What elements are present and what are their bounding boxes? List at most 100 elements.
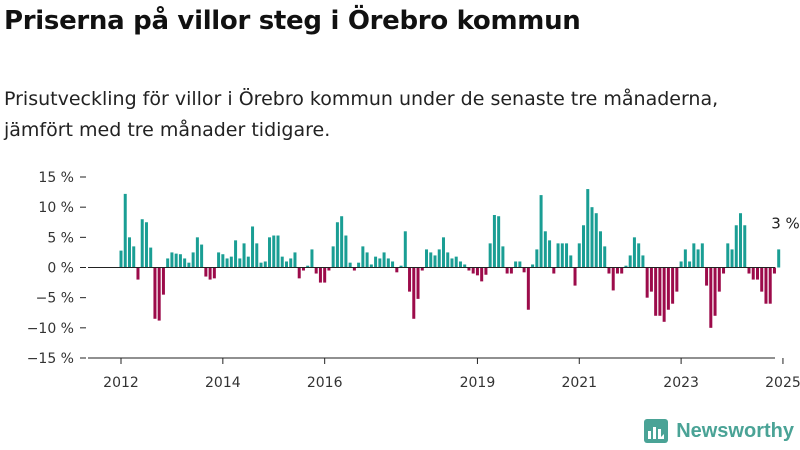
bar [768,267,772,304]
bar [734,225,738,268]
bar [692,243,696,268]
bar [268,237,272,268]
bar [242,243,246,268]
bar [412,267,416,319]
bar [632,237,636,268]
bar [251,226,255,268]
bar [323,267,327,283]
bar [340,216,344,268]
latest-value-annotation: 3 % [771,214,800,232]
bar [463,264,467,268]
bar [191,252,195,268]
bar [675,267,679,292]
bar [522,267,526,273]
bar [611,267,615,291]
bar [475,267,479,276]
bar [713,267,717,316]
bar [755,267,759,280]
bar [514,261,518,268]
bar [722,267,726,274]
bar [624,265,628,268]
bar [144,222,148,268]
bar [170,252,174,268]
bar [212,267,216,279]
bar [344,235,348,268]
x-tick-label: 2019 [460,375,496,391]
bar [161,267,165,295]
bar [136,267,140,280]
bar [195,237,199,268]
bar [488,243,492,268]
bar [548,240,552,268]
bar [284,261,288,268]
bar [229,256,233,268]
bar [560,243,564,268]
bar [183,258,187,268]
bar [586,189,590,268]
bar [654,267,658,316]
bar [297,267,301,279]
bar [433,255,437,268]
bar [497,216,501,268]
bar [683,249,687,268]
bar [365,252,369,268]
bar [276,235,280,268]
bar [743,225,747,268]
bar [726,243,730,268]
bar [204,267,208,277]
bar [446,252,450,268]
bar [395,267,399,273]
newsworthy-brand: Newsworthy [644,418,794,444]
bar [157,267,161,321]
y-axis-ticks: 15 % 10 % 5 % 0 % −5 % −10 % −15 % [27,170,86,367]
bar [306,265,310,268]
y-tick-label: −10 % [27,321,74,337]
bar [378,258,382,268]
price-change-bar-chart: 15 %10 %5 %0 %−5 %−10 %−15 % 2012 2014 201… [27,170,800,391]
bar [573,267,577,286]
bar [590,207,594,268]
bar [480,267,484,282]
x-tick-label: 2012 [103,375,139,391]
bar [450,258,454,268]
bar [526,267,530,310]
bar [717,267,721,292]
bar [357,262,361,268]
bar [509,267,513,274]
bar [777,249,781,268]
bar [598,231,602,268]
bar [259,262,263,268]
x-tick-label: 2016 [307,375,343,391]
y-tick-label: 0 % [47,261,74,277]
bar [425,249,429,268]
bar [645,267,649,298]
bar [318,267,322,283]
chart-subtitle: Prisutveckling för villor i Örebro kommu… [4,88,719,141]
bar [200,244,204,268]
bar [649,267,653,292]
bar [327,267,331,271]
bar [361,246,365,268]
brand-name: Newsworthy [676,419,794,442]
bar [492,215,496,268]
x-tick-label: 2021 [561,375,597,391]
bar [408,267,412,292]
bar [382,252,386,268]
bar [166,258,170,268]
bar [416,267,420,299]
bar [441,237,445,268]
bar [174,253,178,268]
bar [399,265,403,268]
bar [603,246,607,268]
bar [582,225,586,268]
bar [662,267,666,322]
bar [709,267,713,328]
x-tick-label: 2014 [205,375,241,391]
bar [132,246,136,268]
y-tick-label: 5 % [47,230,74,246]
bar [123,193,127,268]
bar [700,243,704,268]
bar [569,255,573,268]
bar [234,240,238,268]
bar [679,261,683,268]
